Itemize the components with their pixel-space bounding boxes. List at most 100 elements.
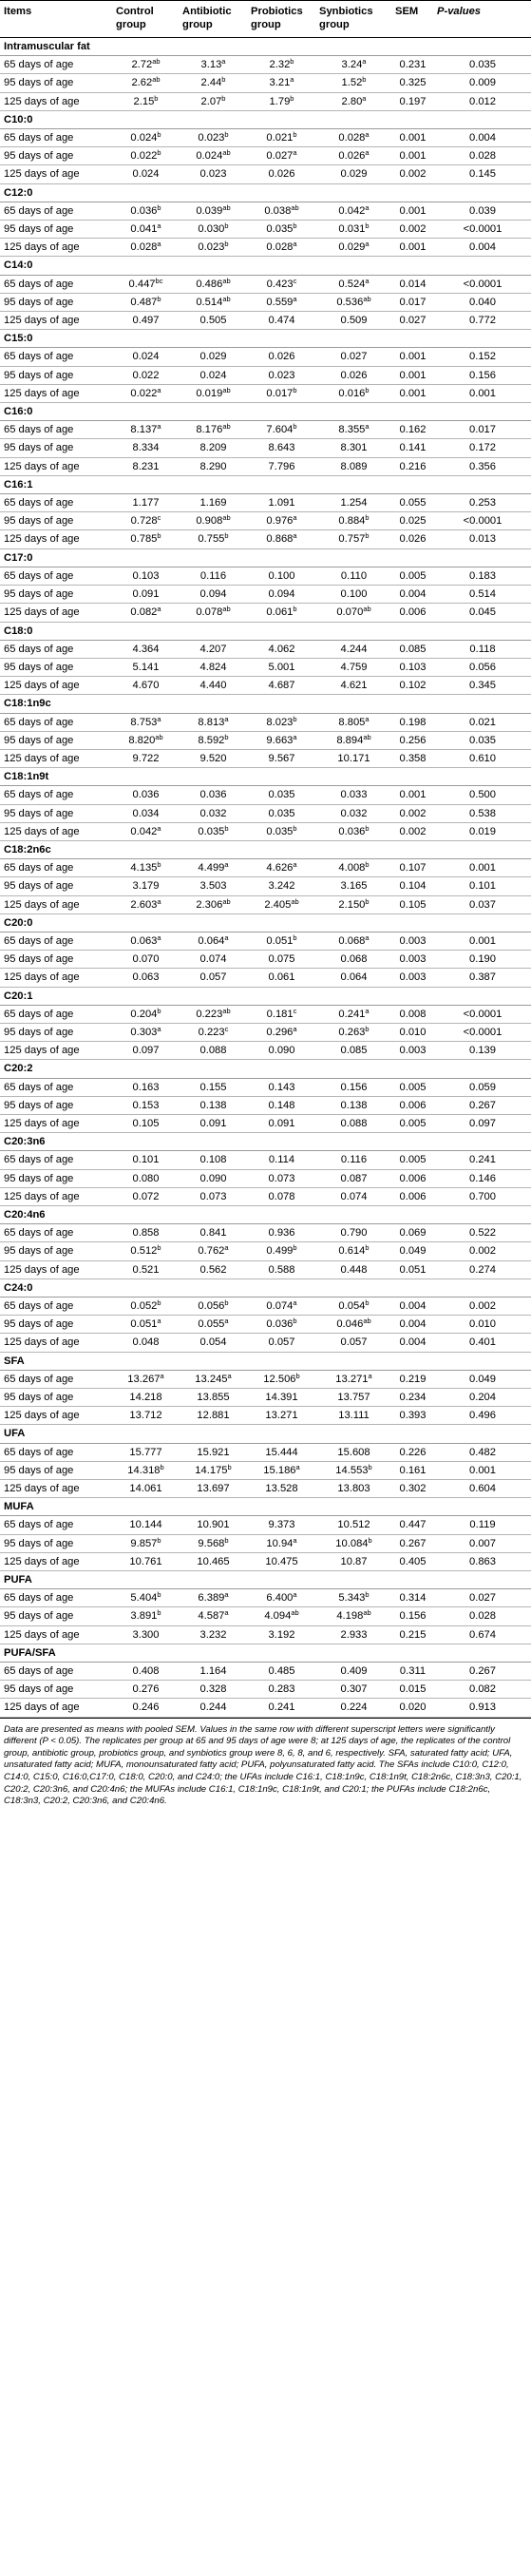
- cell-p-value: 0.913: [433, 1698, 531, 1718]
- cell-p-value: 0.097: [433, 1114, 531, 1134]
- cell-value: 0.155: [199, 1081, 227, 1093]
- cell-antibiotic: 0.036: [179, 785, 247, 805]
- cell-value: 15.921: [197, 1446, 230, 1458]
- cell-antibiotic: 0.223c: [179, 1023, 247, 1043]
- row-age-label: 95 days of age: [0, 73, 112, 93]
- cell-probiotics: 0.017b: [247, 384, 315, 404]
- cell-p-value: 0.204: [433, 1388, 531, 1408]
- cell-control: 0.521: [112, 1260, 179, 1279]
- table-row: 65 days of age 13.267a 13.245a 12.506b 13.27…: [0, 1370, 531, 1390]
- cell-p-value: 0.056: [433, 658, 531, 678]
- section-name: C18:1n9c: [0, 694, 531, 714]
- cell-value: 13.267: [127, 1373, 161, 1385]
- cell-value: 0.858: [132, 1227, 160, 1240]
- cell-antibiotic: 0.057: [179, 968, 247, 988]
- section-name: C16:0: [0, 402, 531, 422]
- row-age-label: 95 days of age: [0, 1388, 112, 1408]
- significance-superscript: bc: [155, 276, 163, 285]
- cell-value: 0.023: [198, 132, 225, 144]
- cell-value: 8.805: [338, 716, 366, 728]
- section-header-row: C24:0: [0, 1278, 531, 1298]
- row-age-label: 95 days of age: [0, 438, 112, 458]
- table-row: 125 days of age 0.028a 0.023b 0.028a 0.029a 0…: [0, 238, 531, 258]
- cell-p-value: <0.0001: [433, 511, 531, 531]
- significance-superscript: ab: [155, 732, 163, 741]
- cell-value: 0.094: [199, 588, 227, 601]
- cell-sem: 0.005: [391, 567, 433, 586]
- cell-value: 0.283: [268, 1683, 295, 1696]
- cell-value: 0.031: [338, 223, 366, 236]
- cell-control: 0.022a: [112, 384, 179, 404]
- cell-control: 14.218: [112, 1388, 179, 1408]
- cell-control: 3.179: [112, 876, 179, 896]
- cell-value: 0.755: [198, 533, 225, 546]
- table-row: 125 days of age 2.15b 2.07b 1.79b 2.80a 0.197…: [0, 92, 531, 111]
- cell-value: 0.075: [268, 953, 295, 966]
- cell-control: 8.231: [112, 457, 179, 476]
- cell-control: 0.101: [112, 1150, 179, 1170]
- header-sem: SEM: [391, 0, 433, 38]
- significance-superscript: a: [293, 1024, 297, 1033]
- row-age-label: 65 days of age: [0, 202, 112, 221]
- cell-value: 0.042: [130, 825, 158, 837]
- cell-control: 0.028a: [112, 238, 179, 258]
- cell-value: 2.44: [200, 77, 222, 89]
- significance-superscript: ab: [222, 294, 231, 303]
- cell-value: 15.444: [265, 1446, 298, 1458]
- cell-p-value: 0.004: [433, 238, 531, 258]
- cell-value: 0.841: [199, 1227, 227, 1240]
- cell-value: 8.089: [340, 460, 368, 472]
- significance-superscript: b: [365, 1243, 370, 1253]
- cell-value: 0.033: [340, 789, 368, 801]
- cell-control: 2.603a: [112, 895, 179, 914]
- cell-sem: 0.001: [391, 384, 433, 404]
- section-name: SFA: [0, 1351, 531, 1371]
- significance-superscript: ab: [222, 148, 231, 158]
- cell-antibiotic: 0.908ab: [179, 511, 247, 531]
- cell-synbiotics: 0.757b: [315, 529, 391, 549]
- cell-value: 0.029: [340, 168, 368, 181]
- cell-probiotics: 4.626a: [247, 858, 315, 878]
- cell-control: 4.135b: [112, 858, 179, 878]
- section-name: C20:1: [0, 986, 531, 1006]
- row-age-label: 65 days of age: [0, 1443, 112, 1462]
- cell-value: 0.588: [268, 1263, 295, 1276]
- row-age-label: 95 days of age: [0, 1315, 112, 1335]
- significance-superscript: b: [224, 531, 229, 541]
- table-row: 65 days of age 10.144 10.901 9.373 10.512 0.4…: [0, 1515, 531, 1535]
- section-header-row: C20:1: [0, 986, 531, 1006]
- significance-superscript: b: [365, 1298, 370, 1308]
- cell-synbiotics: 8.805a: [315, 713, 391, 732]
- cell-synbiotics: 0.033: [315, 785, 391, 805]
- cell-probiotics: 0.035: [247, 785, 315, 805]
- cell-control: 0.024: [112, 347, 179, 367]
- section-header-row: MUFA: [0, 1497, 531, 1517]
- cell-value: 0.035: [268, 807, 295, 819]
- cell-control: 9.722: [112, 749, 179, 769]
- cell-control: 10.144: [112, 1515, 179, 1535]
- cell-sem: 0.226: [391, 1443, 433, 1462]
- cell-value: 0.035: [266, 825, 294, 837]
- row-age-label: 95 days of age: [0, 293, 112, 313]
- cell-p-value: 0.139: [433, 1041, 531, 1061]
- cell-sem: 0.051: [391, 1260, 433, 1279]
- cell-value: 0.448: [340, 1263, 368, 1276]
- cell-p-value: 0.183: [433, 567, 531, 586]
- cell-value: 13.757: [337, 1392, 370, 1404]
- cell-value: 0.101: [132, 1154, 160, 1166]
- cell-value: 3.891: [130, 1610, 158, 1623]
- cell-value: 0.091: [199, 1117, 227, 1129]
- significance-superscript: ab: [291, 202, 299, 212]
- cell-value: 15.608: [337, 1446, 370, 1458]
- cell-value: 10.512: [337, 1519, 370, 1531]
- section-header-row: PUFA: [0, 1570, 531, 1590]
- significance-superscript: b: [157, 1243, 161, 1253]
- significance-superscript: ab: [363, 294, 371, 303]
- cell-value: 0.034: [132, 807, 160, 819]
- cell-value: 0.029: [338, 241, 366, 254]
- cell-synbiotics: 1.254: [315, 493, 391, 513]
- cell-control: 2.15b: [112, 92, 179, 111]
- significance-superscript: a: [293, 531, 297, 541]
- table-row: 125 days of age 0.048 0.054 0.057 0.057 0.004…: [0, 1333, 531, 1353]
- cell-sem: 0.004: [391, 585, 433, 605]
